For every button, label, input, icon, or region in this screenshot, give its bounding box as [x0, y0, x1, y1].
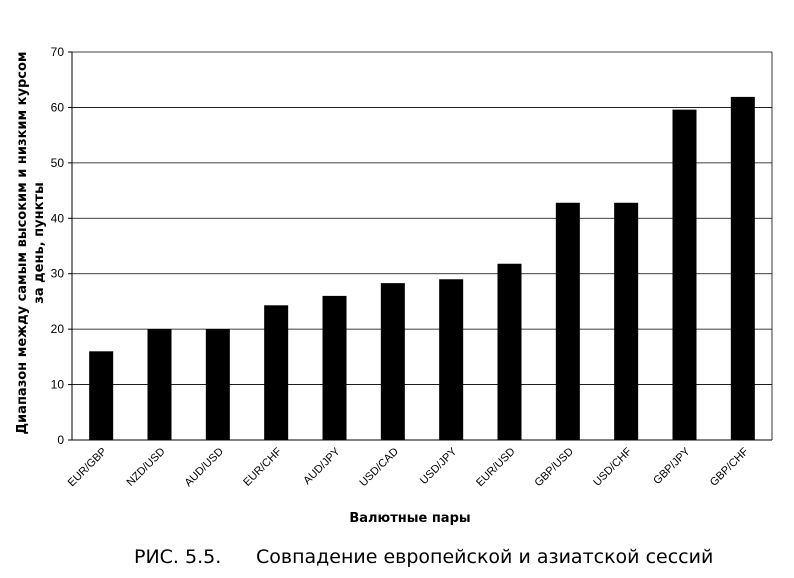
- x-axis-title: Валютные пары: [349, 511, 470, 526]
- bar: [380, 283, 405, 440]
- y-tick-label: 70: [51, 45, 65, 59]
- bar: [89, 351, 114, 440]
- y-tick-labels: 0 10 20 30 40 50 60 70: [51, 45, 72, 447]
- bar: [205, 329, 230, 440]
- y-tick-label: 0: [57, 433, 64, 447]
- bar: [497, 263, 522, 440]
- x-tick-label: GBP/USD: [532, 446, 576, 490]
- x-tick-label: EUR/USD: [474, 446, 518, 490]
- axes: [71, 52, 773, 441]
- caption-number: РИС. 5.5.: [134, 546, 221, 568]
- y-axis-title-line2: за день, пункты: [32, 182, 47, 303]
- x-tick-label: GBP/CHF: [708, 445, 751, 488]
- bar: [264, 305, 289, 440]
- bars: [89, 96, 755, 440]
- bar: [555, 202, 580, 440]
- x-tick-label: EUR/GBP: [66, 446, 109, 489]
- x-tick-label: NZD/USD: [125, 446, 168, 489]
- bar: [730, 96, 755, 440]
- y-axis-title-line1: Диапазон между самым высоким и низким ку…: [15, 51, 30, 434]
- figure-caption: РИС. 5.5. Совпадение европейской и азиат…: [134, 546, 713, 568]
- x-tick-label: GBP/JPY: [651, 445, 693, 487]
- x-tick-label: AUD/JPY: [301, 445, 343, 487]
- gridlines: [72, 51, 772, 385]
- bar: [614, 202, 639, 440]
- y-tick-label: 60: [51, 100, 65, 114]
- x-tick-label: EUR/CHF: [241, 445, 284, 488]
- bar: [147, 329, 172, 440]
- x-tick-label: USD/JPY: [418, 445, 460, 487]
- x-tick-label: AUD/USD: [182, 446, 226, 490]
- x-tick-labels: EUR/GBP NZD/USD AUD/USD EUR/CHF AUD/JPY USD/C…: [66, 445, 751, 489]
- caption-text: Совпадение европейской и азиатской сесси…: [256, 546, 713, 568]
- x-tick-label: USD/CAD: [357, 446, 401, 490]
- y-tick-label: 10: [51, 378, 65, 392]
- bar: [322, 295, 347, 440]
- y-tick-label: 50: [51, 156, 65, 170]
- y-tick-label: 40: [51, 211, 65, 225]
- x-tick-label: USD/CHF: [591, 445, 634, 488]
- y-tick-label: 30: [51, 267, 65, 281]
- bar: [439, 279, 464, 440]
- bar: [672, 109, 697, 440]
- y-tick-label: 20: [51, 322, 65, 336]
